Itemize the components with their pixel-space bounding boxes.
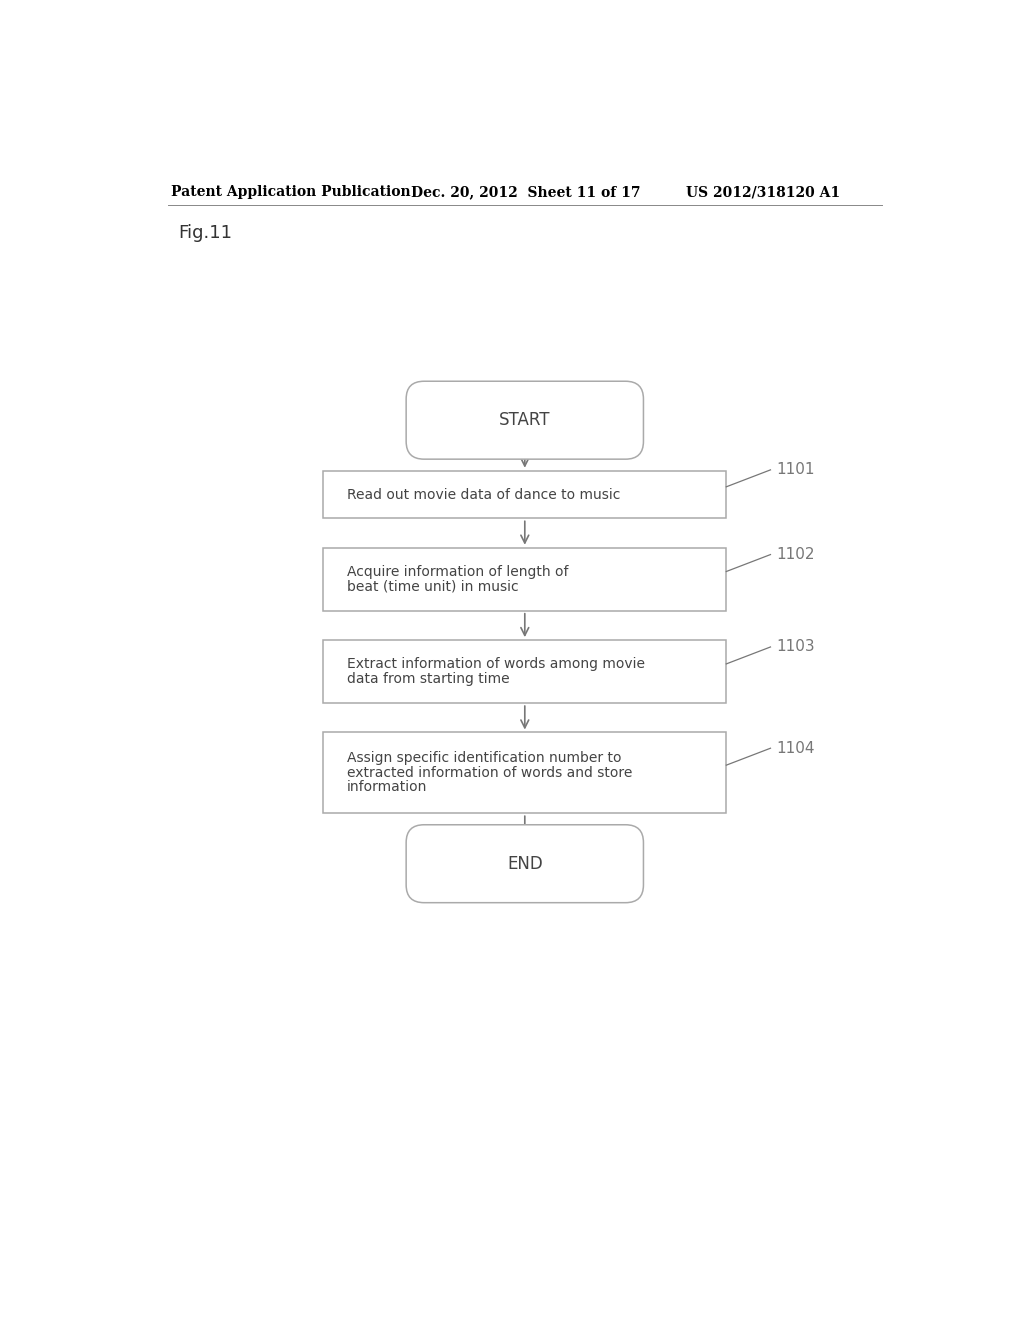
Text: information: information	[346, 780, 427, 795]
Text: Assign specific identification number to: Assign specific identification number to	[346, 751, 621, 766]
Text: START: START	[499, 412, 551, 429]
Text: 1103: 1103	[776, 639, 815, 655]
Text: Read out movie data of dance to music: Read out movie data of dance to music	[346, 487, 620, 502]
FancyBboxPatch shape	[324, 471, 726, 519]
Text: extracted information of words and store: extracted information of words and store	[346, 766, 632, 780]
Text: Fig.11: Fig.11	[178, 224, 232, 242]
FancyBboxPatch shape	[324, 548, 726, 611]
Text: beat (time unit) in music: beat (time unit) in music	[346, 579, 518, 594]
FancyBboxPatch shape	[324, 640, 726, 704]
FancyBboxPatch shape	[324, 733, 726, 813]
FancyBboxPatch shape	[407, 381, 643, 459]
Text: 1102: 1102	[776, 546, 815, 562]
Text: data from starting time: data from starting time	[346, 672, 509, 686]
FancyBboxPatch shape	[407, 825, 643, 903]
Text: END: END	[507, 855, 543, 873]
Text: Dec. 20, 2012  Sheet 11 of 17: Dec. 20, 2012 Sheet 11 of 17	[411, 185, 640, 199]
Text: Extract information of words among movie: Extract information of words among movie	[346, 657, 644, 672]
Text: Acquire information of length of: Acquire information of length of	[346, 565, 568, 579]
Text: Patent Application Publication: Patent Application Publication	[171, 185, 411, 199]
Text: 1104: 1104	[776, 741, 815, 756]
Text: 1101: 1101	[776, 462, 815, 478]
Text: US 2012/318120 A1: US 2012/318120 A1	[686, 185, 840, 199]
